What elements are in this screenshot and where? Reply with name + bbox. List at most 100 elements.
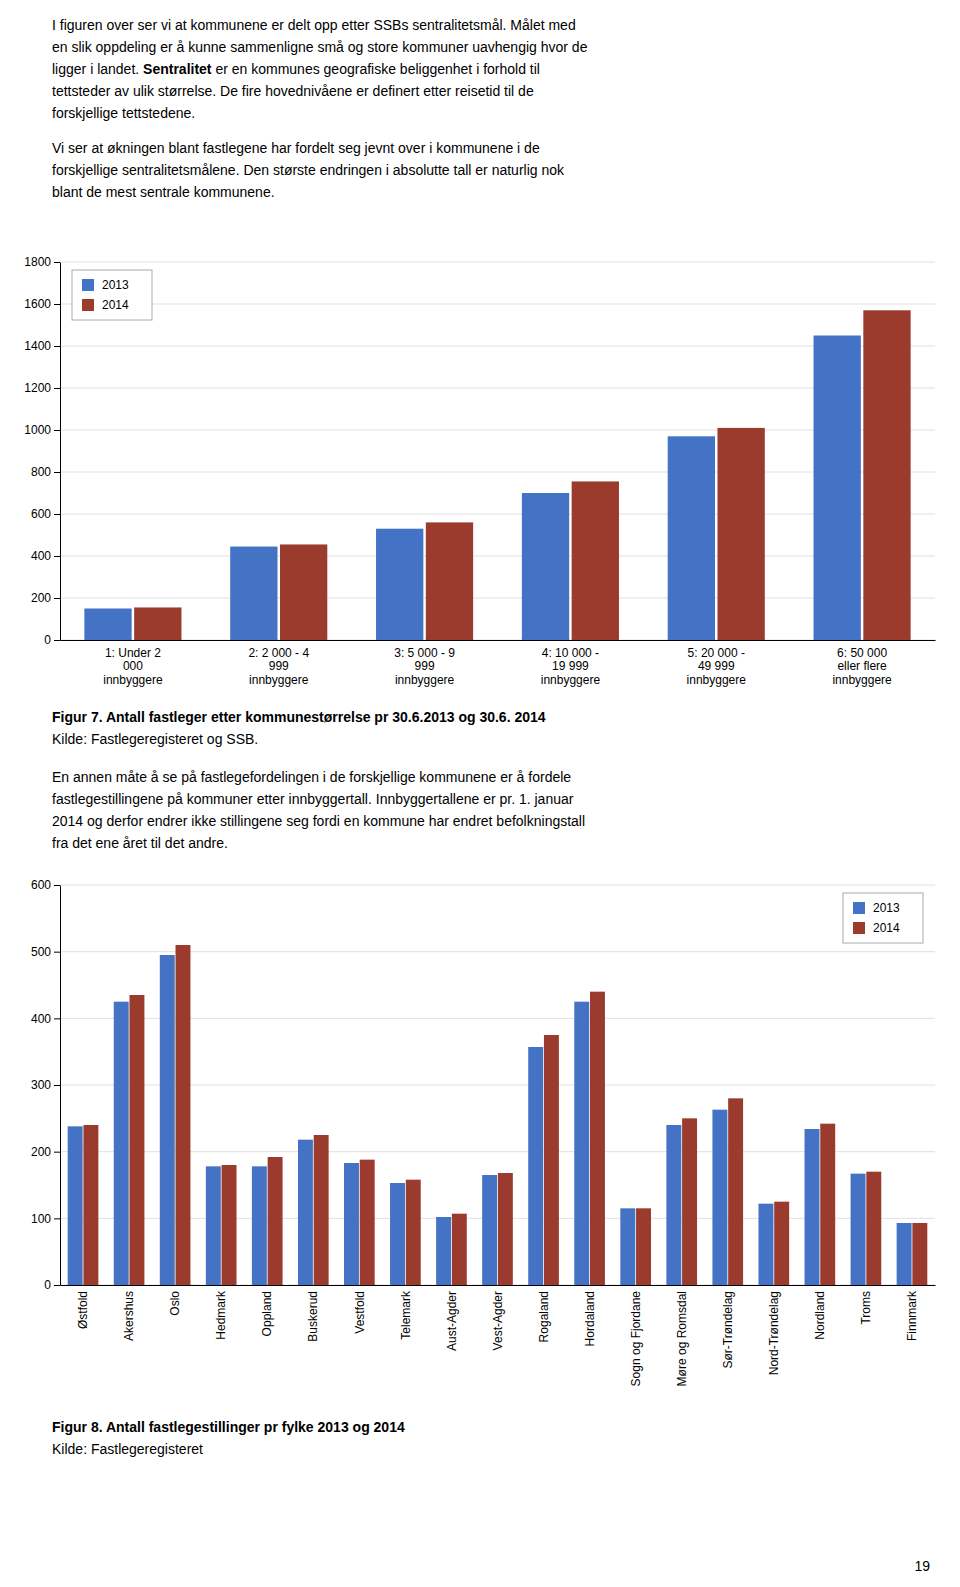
- bar: [897, 1223, 912, 1285]
- text-line: en slik oppdeling er å kunne sammenligne…: [52, 39, 588, 55]
- tick: Finnmark: [905, 1290, 919, 1341]
- bar: [758, 1204, 773, 1285]
- tick-label: 600: [31, 878, 51, 892]
- tick-label-line: innbyggere: [249, 673, 309, 687]
- legend-swatch: [853, 922, 865, 934]
- tick: Hordaland: [583, 1291, 597, 1346]
- tick: Rogaland: [537, 1291, 551, 1342]
- tick-label: Oppland: [260, 1291, 274, 1336]
- bar: [498, 1173, 513, 1285]
- tick: 0: [44, 633, 60, 647]
- tick-label: Vestfold: [353, 1291, 367, 1334]
- y-axis: 020040060080010001200140016001800: [24, 255, 60, 647]
- tick: Sogn og Fjordane: [629, 1291, 643, 1387]
- bar-series: [83, 945, 927, 1285]
- bar: [805, 1129, 820, 1285]
- text-run: er en kommunes geografiske beliggenhet i…: [212, 61, 540, 77]
- text-line: forskjellige sentralitetsmålene. Den stø…: [52, 162, 565, 178]
- x-axis: 1: Under 2000innbyggere2: 2 000 - 4999in…: [61, 641, 936, 688]
- bar-series: [84, 336, 860, 641]
- grid-line: [60, 1018, 935, 1019]
- bar: [222, 1165, 237, 1285]
- legend-item: 2013: [82, 278, 129, 292]
- bar: [482, 1175, 497, 1285]
- tick-label: Aust-Agder: [445, 1291, 459, 1351]
- tick-label: 200: [31, 1145, 51, 1159]
- tick-label: Sør-Trøndelag: [721, 1291, 735, 1369]
- tick: Nord-Trøndelag: [767, 1291, 781, 1375]
- bar: [252, 1166, 267, 1285]
- grid: [60, 885, 935, 1285]
- tick-mark: [54, 885, 60, 886]
- text-run: Sentralitet: [143, 61, 212, 77]
- text-line: ligger i landet. Sentralitet er en kommu…: [52, 61, 540, 77]
- tick-mark: [54, 262, 60, 263]
- tick-label: 300: [31, 1078, 51, 1092]
- axis-line: [61, 1285, 936, 1286]
- tick-label: 100: [31, 1212, 51, 1226]
- tick-label: 5: 20 000 -49 999innbyggere: [687, 646, 747, 688]
- page-number: 19: [914, 1558, 930, 1574]
- tick-mark: [54, 1152, 60, 1153]
- bar: [390, 1183, 405, 1285]
- tick-label: Rogaland: [537, 1291, 551, 1342]
- tick-label-line: innbyggere: [541, 673, 601, 687]
- bar: [129, 995, 144, 1285]
- tick-label-line: innbyggere: [687, 673, 747, 687]
- legend: 20132014: [843, 893, 923, 943]
- tick-label: 200: [31, 591, 51, 605]
- text-run: ligger i landet.: [52, 61, 143, 77]
- tick-mark: [54, 346, 60, 347]
- tick: Østfold: [76, 1291, 90, 1329]
- bar: [774, 1202, 789, 1285]
- tick-label: Oslo: [168, 1291, 182, 1316]
- tick-label: 800: [31, 465, 51, 479]
- tick: Nordland: [813, 1291, 827, 1340]
- tick-mark: [54, 1018, 60, 1019]
- caption-source: Kilde: Fastlegeregisteret: [52, 1441, 203, 1457]
- tick-label: 3: 5 000 - 9999innbyggere: [394, 646, 455, 688]
- bar: [666, 1125, 681, 1285]
- legend-label: 2013: [102, 278, 129, 292]
- grid-line: [60, 304, 935, 305]
- tick: 600: [31, 878, 60, 892]
- tick-label: Hedmark: [214, 1290, 228, 1340]
- text-line: En annen måte å se på fastlegefordelinge…: [52, 769, 571, 785]
- tick: 400: [31, 549, 60, 563]
- tick: 600: [31, 507, 60, 521]
- grid-line: [60, 556, 935, 557]
- tick-label: Nord-Trøndelag: [767, 1291, 781, 1375]
- bar: [728, 1098, 743, 1285]
- tick-label: Sogn og Fjordane: [629, 1291, 643, 1387]
- caption-title: Figur 7. Antall fastleger etter kommunes…: [52, 709, 546, 725]
- legend-item: 2013: [853, 901, 900, 915]
- caption: Figur 7. Antall fastleger etter kommunes…: [52, 709, 546, 747]
- grid-line: [60, 388, 935, 389]
- bar: [176, 945, 191, 1285]
- tick-label: Akershus: [122, 1291, 136, 1341]
- bar: [114, 1002, 129, 1285]
- tick: Buskerud: [306, 1291, 320, 1342]
- grid-line: [60, 598, 935, 599]
- tick-label-line: 000: [123, 659, 143, 673]
- tick-label: Nordland: [813, 1291, 827, 1340]
- grid-line: [60, 640, 935, 641]
- tick-label: Hordaland: [583, 1291, 597, 1346]
- text-line: forskjellige tettstedene.: [52, 105, 195, 121]
- tick: 800: [31, 465, 60, 479]
- bar: [814, 336, 861, 641]
- tick-label: 1800: [24, 255, 51, 269]
- tick: 5: 20 000 -49 999innbyggere: [687, 646, 747, 688]
- tick: Oppland: [260, 1291, 274, 1336]
- tick-mark: [54, 640, 60, 641]
- tick-mark: [54, 514, 60, 515]
- tick-mark: [54, 472, 60, 473]
- bar: [820, 1124, 835, 1285]
- tick-mark: [54, 1285, 60, 1286]
- tick-label-line: innbyggere: [103, 673, 163, 687]
- tick: 1400: [24, 339, 60, 353]
- tick: Møre og Romsdal: [675, 1291, 689, 1386]
- tick: 1800: [24, 255, 60, 269]
- bar: [528, 1047, 543, 1285]
- tick-label: Buskerud: [306, 1291, 320, 1342]
